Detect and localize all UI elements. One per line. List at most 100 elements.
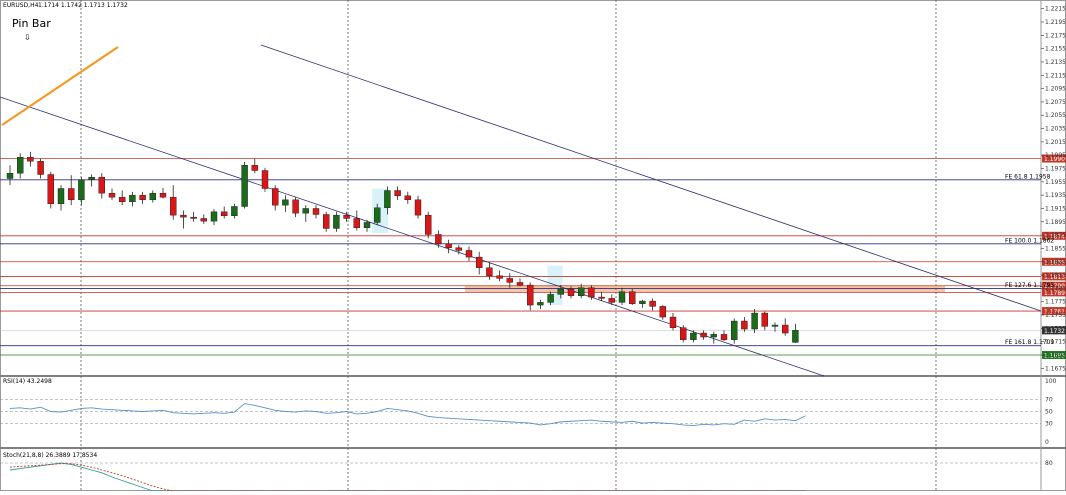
bear-candle xyxy=(169,196,177,216)
bear-candle xyxy=(588,287,595,298)
bull-candle xyxy=(210,211,218,222)
bull-candle xyxy=(547,294,554,303)
bull-candle xyxy=(78,179,85,201)
level-label: FE 127.6 1.1795 xyxy=(1005,282,1054,289)
rsi-tick-label: 70 xyxy=(1045,396,1053,403)
price-tick-label: 1.1755 xyxy=(1045,312,1066,319)
price-tick-label: 1.1815 xyxy=(1045,272,1066,279)
price-tick-label: 1.2115 xyxy=(1045,72,1066,79)
price-tick-label: 1.1855 xyxy=(1045,245,1066,252)
price-tick-label: 1.1715 xyxy=(1045,339,1066,346)
bear-candle xyxy=(37,160,44,175)
price-tick-label: 1.2015 xyxy=(1045,139,1066,146)
price-tick-label: 1.2155 xyxy=(1045,46,1066,53)
bull-candle xyxy=(751,312,758,330)
bull-candle xyxy=(690,332,697,340)
bear-candle xyxy=(516,282,524,286)
price-tick-label: 1.2135 xyxy=(1045,59,1066,66)
bear-candle xyxy=(220,211,228,217)
bear-candle xyxy=(27,156,34,162)
bear-candle xyxy=(343,214,350,219)
rsi-tick-label: 0 xyxy=(1045,439,1049,446)
bear-candle xyxy=(353,218,360,228)
bull-candle xyxy=(282,199,289,206)
bear-candle xyxy=(649,300,656,307)
bear-candle xyxy=(425,214,432,235)
bear-candle xyxy=(465,250,473,258)
level-tag xyxy=(1042,257,1066,266)
level-tag xyxy=(1042,307,1066,316)
level-tag-text: 1.1761 xyxy=(1044,309,1065,316)
bear-candle xyxy=(629,291,636,304)
bull-candle xyxy=(129,194,136,203)
level-label: FE 161.8 1.1709 xyxy=(1005,339,1054,346)
channel-upper-line xyxy=(260,44,1042,312)
price-tick-label: 1.1875 xyxy=(1045,232,1066,239)
bull-candle xyxy=(639,300,646,304)
bull-candle xyxy=(537,302,544,306)
level-tag xyxy=(1042,281,1066,290)
stoch-tick-label: 80 xyxy=(1045,460,1053,467)
bear-candle xyxy=(67,188,75,201)
bear-candle xyxy=(272,188,279,206)
price-tick-label: 1.2095 xyxy=(1045,86,1066,93)
level-label: FE 61.8 1.1958 xyxy=(1005,173,1051,180)
price-tick-label: 1.1835 xyxy=(1045,259,1066,266)
rsi-label: RSI(14) 43.2498 xyxy=(3,378,52,385)
pin-bar-label: Pin Bar xyxy=(12,17,51,30)
bear-candle xyxy=(669,316,677,328)
price-tick-label: 1.2035 xyxy=(1045,126,1066,133)
level-tag xyxy=(1042,351,1066,360)
bull-candle xyxy=(374,207,381,223)
bear-candle xyxy=(435,234,442,244)
bear-candle xyxy=(118,196,126,203)
price-tick-label: 1.2195 xyxy=(1045,19,1066,26)
bear-candle xyxy=(394,190,401,197)
bear-candle xyxy=(414,199,422,216)
bull-candle xyxy=(149,192,157,201)
bull-candle xyxy=(57,188,65,205)
price-tick-label: 1.1675 xyxy=(1045,365,1066,372)
bull-candle xyxy=(241,164,248,207)
down-arrow-icon: ⇩ xyxy=(24,33,31,42)
price-tick-label: 1.1995 xyxy=(1045,152,1066,159)
level-tag xyxy=(1042,231,1066,240)
bear-candle xyxy=(251,164,259,171)
current-price-tag xyxy=(1042,326,1066,335)
bear-candle xyxy=(108,192,116,198)
bull-candle xyxy=(333,214,340,229)
bull-candle xyxy=(384,190,391,209)
bear-candle xyxy=(190,216,197,219)
bear-candle xyxy=(180,214,187,218)
price-tick-label: 1.1795 xyxy=(1045,285,1066,292)
bear-candle xyxy=(159,192,167,198)
bear-candle xyxy=(312,208,320,215)
bear-candle xyxy=(506,278,513,283)
bear-candle xyxy=(527,284,534,306)
bear-candle xyxy=(323,214,330,229)
bear-candle xyxy=(598,296,605,299)
level-tag-text: 1.1813 xyxy=(1044,274,1065,281)
rsi-tick-label: 50 xyxy=(1045,409,1053,416)
level-tag xyxy=(1042,272,1066,281)
bear-candle xyxy=(98,176,106,194)
bear-candle xyxy=(200,218,208,222)
trend-line xyxy=(1,46,119,126)
rsi-line xyxy=(9,403,806,426)
bear-candle xyxy=(292,199,299,214)
bull-candle xyxy=(771,324,779,327)
rsi-tick-label: 100 xyxy=(1045,378,1057,385)
level-tag-text: 1.1835 xyxy=(1044,259,1065,266)
price-tick-label: 1.2055 xyxy=(1045,112,1066,119)
price-tick-label: 1.2175 xyxy=(1045,32,1066,39)
bear-candle xyxy=(445,243,452,248)
price-tick-label: 1.1975 xyxy=(1045,166,1066,173)
bear-candle xyxy=(404,195,411,201)
bear-candle xyxy=(261,170,269,189)
price-tick-label: 1.1955 xyxy=(1045,179,1066,186)
bull-candle xyxy=(578,287,585,296)
bull-candle xyxy=(231,206,238,217)
price-tick-label: 1.1895 xyxy=(1045,219,1066,226)
